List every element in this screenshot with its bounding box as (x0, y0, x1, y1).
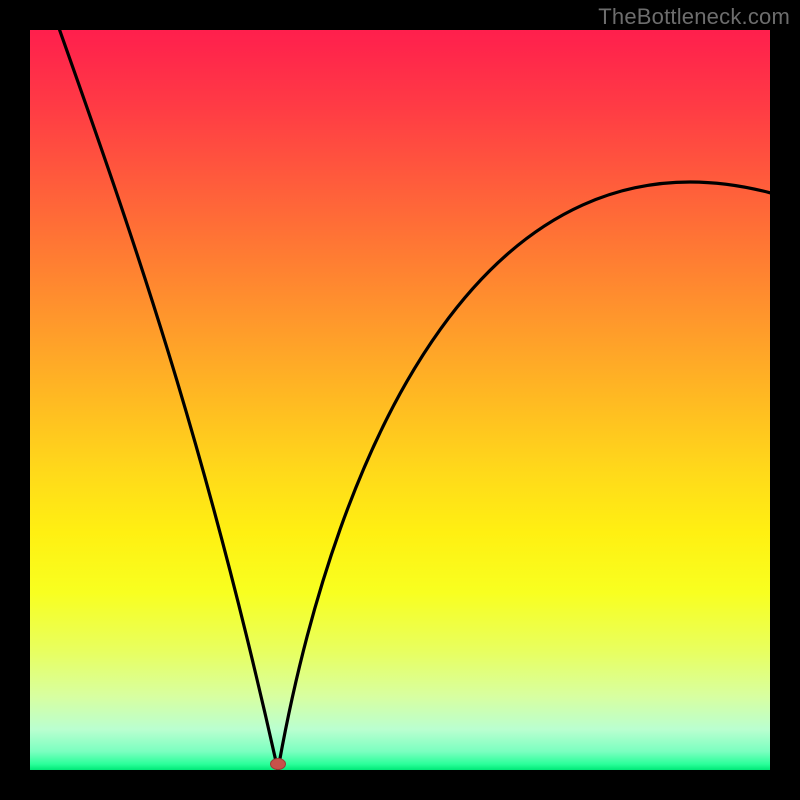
outer-frame: TheBottleneck.com (0, 0, 800, 800)
curve-path (60, 30, 770, 770)
plot-area (30, 30, 770, 770)
optimum-marker (270, 758, 286, 770)
bottleneck-curve (30, 30, 770, 770)
watermark-text: TheBottleneck.com (598, 4, 790, 30)
